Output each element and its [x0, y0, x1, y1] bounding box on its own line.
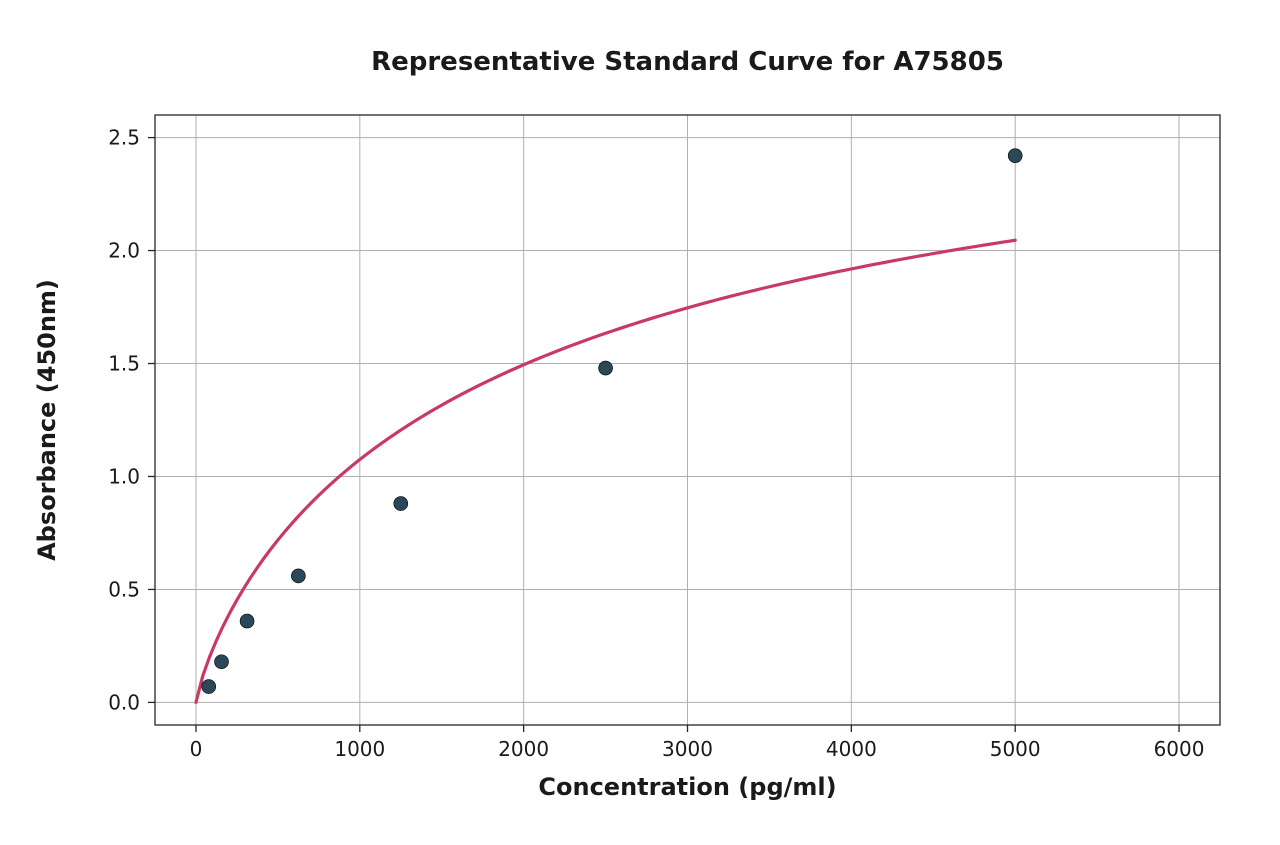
- data-point: [240, 614, 254, 628]
- chart-container: 0 1000 2000 3000 4000 5000 6000 0.0 0.5 1.0 1.5 2.0…: [0, 0, 1280, 845]
- x-tick-label: 3000: [662, 737, 713, 761]
- y-axis-label: Absorbance (450nm): [33, 279, 61, 561]
- standard-curve-chart: 0 1000 2000 3000 4000 5000 6000 0.0 0.5 1.0 1.5 2.0…: [0, 0, 1280, 845]
- x-tick-label: 5000: [990, 737, 1041, 761]
- y-tick-label: 0.0: [108, 690, 140, 714]
- y-tick-label: 0.5: [108, 577, 140, 601]
- data-point: [202, 680, 216, 694]
- y-tick-label: 1.0: [108, 464, 140, 488]
- data-point: [599, 361, 613, 375]
- x-axis-label: Concentration (pg/ml): [538, 773, 836, 801]
- data-point: [394, 497, 408, 511]
- data-point: [291, 569, 305, 583]
- data-point: [1008, 149, 1022, 163]
- y-tick-label: 2.5: [108, 126, 140, 150]
- chart-title: Representative Standard Curve for A75805: [371, 47, 1004, 77]
- y-tick-label: 2.0: [108, 239, 140, 263]
- x-tick-label: 4000: [826, 737, 877, 761]
- data-point: [215, 655, 229, 669]
- x-tick-label: 1000: [334, 737, 385, 761]
- x-tick-label: 6000: [1154, 737, 1205, 761]
- x-tick-label: 0: [190, 737, 203, 761]
- y-tick-label: 1.5: [108, 352, 140, 376]
- x-tick-label: 2000: [498, 737, 549, 761]
